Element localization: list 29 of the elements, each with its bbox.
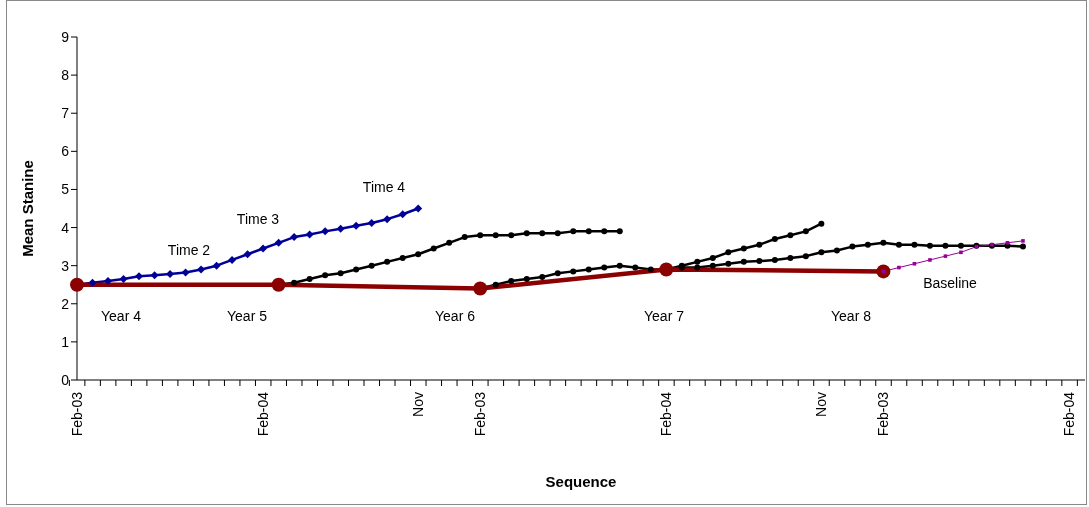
y-tick-label: 1 [61,333,70,350]
x-tick-label: Feb-03 [875,391,892,437]
x-tick-label: Feb-03 [69,391,85,437]
annotation: Baseline [923,275,977,291]
y-tick-label: 6 [61,143,70,160]
annotation: Year 8 [831,308,871,324]
x-tick-label: Feb-04 [658,391,675,437]
y-tick-label: 7 [61,105,70,122]
y-tick-label: 8 [61,67,70,84]
x-tick-label: Feb-04 [1061,391,1078,437]
annotation: Time 3 [236,211,280,227]
annotation: Year 7 [644,308,684,324]
y-tick-label: 2 [61,295,70,312]
x-axis-title: Sequence [545,473,617,490]
annotation: Time 2 [167,242,211,258]
x-tick-label: Nov [410,392,427,417]
x-tick-label: Feb-04 [255,391,272,437]
y-tick-label: 0 [61,371,70,388]
y-tick-label: 5 [61,181,70,198]
y-tick-label: 4 [61,219,70,236]
annotation: Year 6 [435,308,475,324]
y-tick-label: 3 [61,257,70,274]
annotation: Year 5 [227,308,267,324]
annotation: Time 4 [362,179,406,195]
y-axis-title: Mean Stanine [19,160,37,257]
x-tick-label: Feb-03 [472,391,489,437]
x-tick-label: Nov [813,392,830,417]
y-tick-label: 9 [61,28,70,45]
annotation: Year 4 [101,308,141,324]
